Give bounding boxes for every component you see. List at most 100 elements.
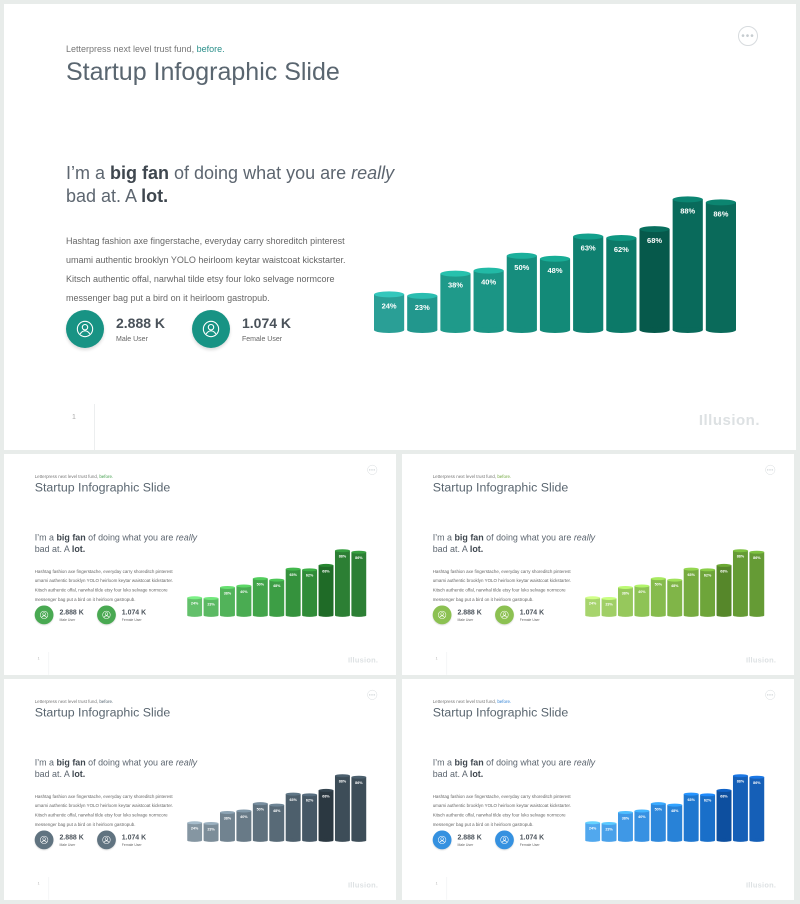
more-options-icon[interactable]: •••	[738, 26, 758, 46]
bar-label: 68%	[322, 794, 330, 798]
bar	[187, 821, 203, 842]
bar-label: 50%	[257, 583, 265, 587]
bar	[252, 802, 268, 842]
bar-label: 50%	[655, 808, 663, 812]
stat-label: Female User	[519, 618, 540, 622]
eyebrow-text: Letterpress next level trust fund, befor…	[432, 473, 512, 479]
eyebrow-link[interactable]: before.	[497, 698, 512, 704]
eyebrow-link[interactable]: before.	[497, 473, 512, 479]
bar-label: 68%	[720, 794, 728, 798]
stat-value: 1.074 K	[519, 607, 545, 616]
bar-label: 86%	[713, 209, 728, 218]
slide-thumbnail-slate[interactable]: Letterpress next level trust fund, befor…	[4, 679, 396, 900]
bar-label: 23%	[605, 827, 613, 831]
bar	[606, 234, 637, 333]
bar	[667, 578, 683, 617]
more-options-icon[interactable]: •••	[367, 689, 378, 700]
stat-label: Male User	[59, 618, 76, 622]
eyebrow-link[interactable]: before.	[99, 698, 114, 704]
bar	[203, 821, 219, 842]
bar	[639, 226, 670, 333]
bar	[601, 821, 617, 842]
slide-thumbnail-lime[interactable]: Letterpress next level trust fund, befor…	[402, 454, 794, 675]
bar-label: 50%	[257, 808, 265, 812]
bar	[203, 596, 219, 617]
eyebrow-link[interactable]: before.	[99, 473, 114, 479]
bar-label: 86%	[355, 781, 363, 785]
bar-label: 86%	[753, 781, 761, 785]
bar-label: 68%	[647, 236, 662, 245]
slide-title: Startup Infographic Slide	[66, 58, 340, 86]
bar	[700, 568, 716, 617]
page-number: 1	[72, 414, 76, 421]
bar	[716, 563, 732, 617]
headline: I’m a big fan of doing what you are real…	[432, 757, 596, 779]
stat-value: 1.074 K	[519, 832, 545, 841]
bar	[634, 809, 650, 842]
stat-label: Male User	[457, 843, 474, 847]
more-options-icon[interactable]: •••	[765, 689, 776, 700]
headline: I’m a big fan of doing what you are real…	[66, 163, 395, 206]
eyebrow-link[interactable]: before.	[196, 44, 225, 54]
bar-label: 23%	[207, 827, 215, 831]
bar-label: 68%	[720, 569, 728, 573]
male-user-icon	[34, 830, 54, 850]
female-user-icon	[192, 310, 230, 348]
bar-label: 38%	[622, 591, 630, 595]
brand-logo: Illusion.	[698, 412, 760, 429]
bar-chart: 24% 23% 38% 40% 50% 48% 63% 62% 68% 88% 86%	[187, 549, 367, 617]
stat-value: 1.074 K	[121, 607, 147, 616]
bar-label: 62%	[306, 574, 314, 578]
bar	[634, 584, 650, 617]
bar-label: 23%	[207, 602, 215, 606]
bar-label: 38%	[622, 816, 630, 820]
bar-label: 86%	[753, 556, 761, 560]
bar	[302, 568, 318, 617]
slide-thumbnail-blue[interactable]: Letterpress next level trust fund, befor…	[402, 679, 794, 900]
body-text: Hashtag fashion axe fingerstache, everyd…	[432, 568, 572, 603]
bar	[705, 199, 736, 333]
brand-logo: Illusion.	[347, 655, 379, 665]
stat-value: 2.888 K	[116, 315, 166, 331]
more-options-icon[interactable]: •••	[367, 464, 378, 475]
slide-thumbnail-green[interactable]: Letterpress next level trust fund, befor…	[4, 454, 396, 675]
bar	[407, 292, 438, 333]
eyebrow-text: Letterpress next level trust fund, befor…	[66, 44, 225, 54]
stat-value: 2.888 K	[59, 607, 84, 616]
more-options-icon[interactable]: •••	[765, 464, 776, 475]
bar	[601, 596, 617, 617]
bar-label: 68%	[322, 569, 330, 573]
bar-chart: 24% 23% 38% 40% 50% 48% 63% 62% 68% 88% 86%	[187, 774, 367, 842]
bar	[672, 196, 703, 333]
bar-label: 40%	[240, 590, 248, 594]
brand-logo: Illusion.	[745, 880, 777, 890]
bar-label: 63%	[581, 244, 596, 253]
headline: I’m a big fan of doing what you are real…	[34, 757, 198, 779]
bar-label: 38%	[224, 816, 232, 820]
female-user-icon	[97, 830, 116, 850]
bar	[285, 567, 301, 617]
bar	[269, 803, 285, 842]
bar	[351, 550, 367, 617]
bar-label: 24%	[589, 602, 597, 606]
bar-label: 40%	[638, 815, 646, 819]
bar	[374, 291, 405, 333]
bar	[302, 793, 318, 842]
bar-label: 63%	[289, 798, 297, 802]
bar	[667, 803, 683, 842]
bar-label: 63%	[687, 573, 695, 577]
bar-label: 23%	[605, 602, 613, 606]
bar	[220, 810, 235, 842]
stat-label: Female User	[519, 843, 540, 847]
male-user-icon	[432, 830, 452, 850]
bar	[683, 792, 699, 842]
bar	[269, 578, 285, 617]
bar-label: 24%	[589, 827, 597, 831]
eyebrow-text: Letterpress next level trust fund, befor…	[34, 698, 114, 704]
bar-label: 62%	[704, 574, 712, 578]
bar-label: 62%	[704, 799, 712, 803]
bar-label: 63%	[687, 798, 695, 802]
stat-value: 2.888 K	[457, 607, 482, 616]
bar-label: 40%	[240, 815, 248, 819]
bar-label: 48%	[273, 584, 281, 588]
